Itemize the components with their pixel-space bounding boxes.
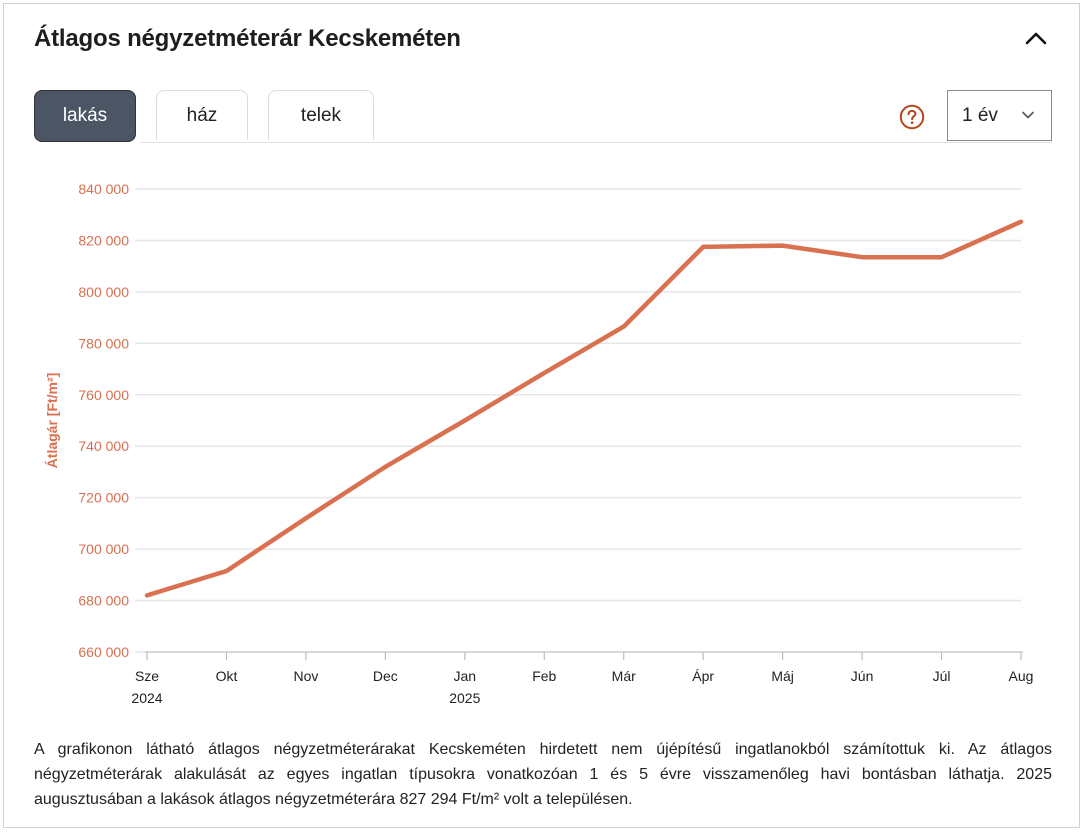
property-type-tabs: lakás ház telek: [34, 90, 374, 142]
chevron-up-icon[interactable]: [1021, 24, 1051, 54]
x-tick-label: Jún: [851, 668, 874, 684]
description-line: A grafikonon látható átlagos négyzetméte…: [34, 741, 1052, 758]
y-axis-label: Átlagár [Ft/m²]: [44, 373, 60, 469]
x-tick-label: Feb: [532, 668, 556, 684]
y-tick-label: 840 000: [78, 181, 129, 197]
question-circle-icon[interactable]: [899, 104, 925, 130]
x-tick-label: Jan: [454, 668, 477, 684]
y-tick-label: 800 000: [78, 284, 129, 300]
description-line: augusztusában a lakások átlagos négyzetm…: [34, 791, 633, 808]
x-tick-label: Dec: [373, 668, 398, 684]
period-select[interactable]: 1 év: [947, 90, 1052, 141]
x-tick-year-label: 2025: [449, 690, 480, 706]
x-tick-label: Már: [612, 668, 636, 684]
description-line: négyzetméterárak alakulását az egyes ing…: [34, 766, 1052, 783]
y-tick-label: 820 000: [78, 232, 129, 248]
x-tick-label: Nov: [293, 668, 318, 684]
y-tick-label: 680 000: [78, 593, 129, 609]
tab-haz[interactable]: ház: [156, 90, 248, 140]
y-tick-label: 660 000: [78, 644, 129, 660]
chart-description: A grafikonon látható átlagos négyzetméte…: [34, 737, 1052, 812]
tab-telek[interactable]: telek: [268, 90, 374, 140]
x-tick-year-label: 2024: [131, 690, 162, 706]
period-select-value: 1 év: [962, 104, 998, 126]
tab-lakas[interactable]: lakás: [34, 90, 136, 142]
y-tick-label: 740 000: [78, 438, 129, 454]
tab-divider: [140, 142, 1052, 143]
x-tick-label: Okt: [216, 668, 238, 684]
price-line-chart: 840 000 820 000 800 000 780 000 760 000 740 0…: [44, 181, 1034, 706]
series-line: [144, 219, 1024, 598]
card-title: Átlagos négyzetméterár Kecskeméten: [34, 25, 461, 52]
y-tick-label: 780 000: [78, 335, 129, 351]
x-tick-label: Aug: [1009, 668, 1034, 684]
y-tick-label: 760 000: [78, 387, 129, 403]
y-tick-label: 720 000: [78, 490, 129, 506]
chevron-down-icon: [1022, 111, 1034, 119]
price-card: Átlagos négyzetméterár Kecskeméten lakás…: [3, 3, 1080, 828]
x-tick-label: Máj: [771, 668, 794, 684]
x-tick-label: Sze: [135, 668, 159, 684]
x-tick-label: Júl: [933, 668, 951, 684]
x-tick-label: Ápr: [692, 668, 714, 684]
y-tick-label: 700 000: [78, 541, 129, 557]
